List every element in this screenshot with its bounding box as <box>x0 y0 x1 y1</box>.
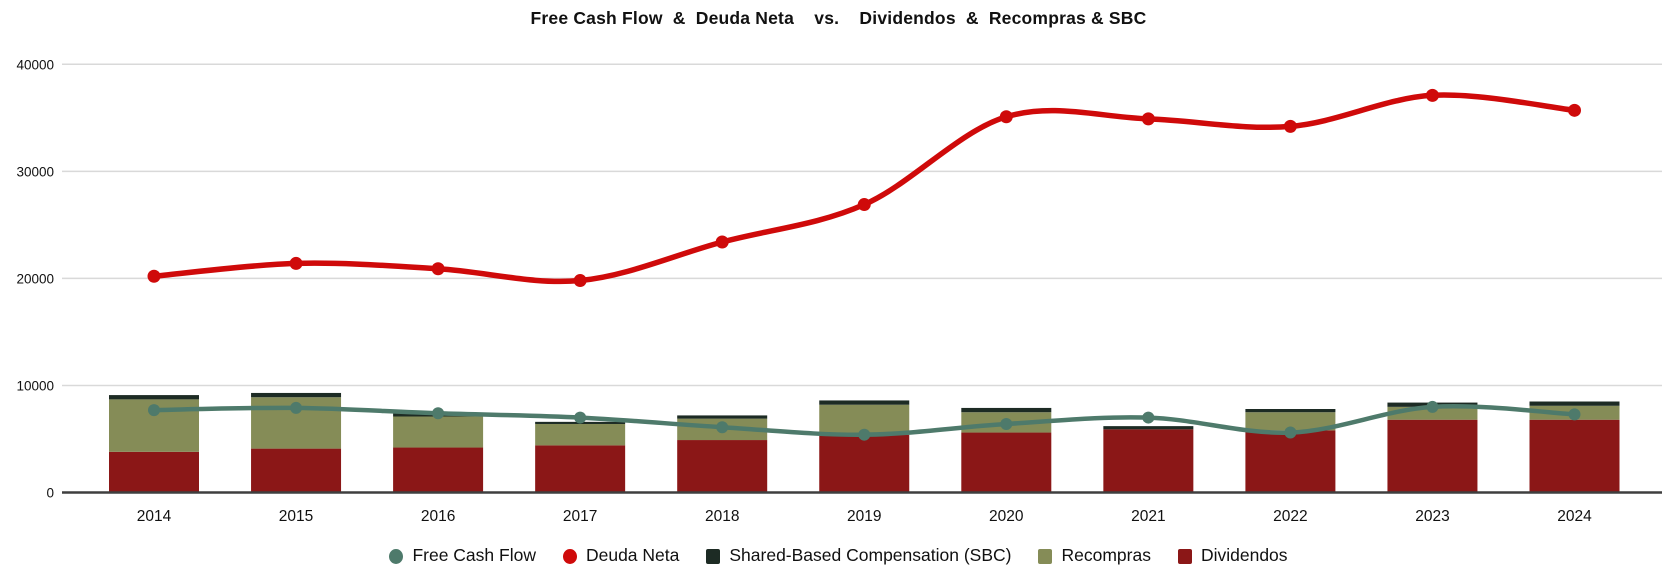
y-tick-label: 10000 <box>16 378 54 393</box>
free-cash-flow-point <box>1142 411 1155 424</box>
legend-item-dividendos: Dividendos <box>1177 545 1288 566</box>
x-tick-label: 2020 <box>989 508 1024 525</box>
bar-segment-dividendos <box>535 445 626 493</box>
x-tick-label: 2017 <box>563 508 597 525</box>
legend-item-shared-based-compensation-sbc: Shared-Based Compensation (SBC) <box>706 547 1011 565</box>
deuda-neta-point <box>147 269 161 283</box>
free-cash-flow-point <box>1568 408 1581 421</box>
free-cash-flow-point <box>1426 400 1439 413</box>
bar-segment-shared-based-compensation-sbc <box>819 400 910 405</box>
bar-segment-shared-based-compensation-sbc <box>109 395 199 400</box>
legend-label: Free Cash Flow <box>412 545 536 566</box>
free-cash-flow-point <box>1284 426 1297 439</box>
bar-segment-dividendos <box>1103 429 1194 493</box>
x-tick-label: 2016 <box>421 508 455 525</box>
y-tick-label: 20000 <box>16 271 54 286</box>
bar-segment-shared-based-compensation-sbc <box>677 415 768 419</box>
deuda-neta-line <box>151 92 1578 285</box>
deuda-neta-point <box>1425 88 1439 102</box>
free-cash-flow-point <box>1000 417 1013 430</box>
y-tick-label: 0 <box>46 486 54 501</box>
bar-segment-dividendos <box>1529 419 1620 493</box>
bar-segment-dividendos <box>1387 419 1478 493</box>
free-cash-flow-point <box>574 411 587 424</box>
free-cash-flow-point <box>716 421 729 434</box>
legend-item-recompras: Recompras <box>1038 545 1151 566</box>
y-tick-label: 30000 <box>16 164 54 179</box>
chart-title: Free Cash Flow & Deuda Neta vs. Dividend… <box>530 8 1147 28</box>
y-tick-label: 40000 <box>16 57 54 72</box>
x-tick-label: 2014 <box>137 508 172 525</box>
deuda-neta-point <box>715 235 729 249</box>
plot-area: 0 10000 20000 30000 40000 2014 2015 2016 2017 201… <box>16 57 1662 525</box>
deuda-neta-point <box>999 110 1013 124</box>
bar-segment-recompras <box>535 423 626 446</box>
legend-label: Recompras <box>1061 545 1151 566</box>
legend-circle-icon <box>562 548 577 564</box>
x-tick-label: 2015 <box>279 508 313 525</box>
free-cash-flow-point <box>432 407 445 420</box>
x-tick-label: 2019 <box>847 508 881 525</box>
legend: Free Cash Flow Deuda Neta Shared-Based Com… <box>0 538 1677 574</box>
legend-item-deuda-neta: Deuda Neta <box>562 545 680 566</box>
bar-segment-shared-based-compensation-sbc <box>1103 426 1194 430</box>
bar-segment-dividendos <box>961 432 1052 493</box>
x-tick-label: 2022 <box>1273 508 1307 525</box>
deuda-neta-point <box>431 262 445 276</box>
x-tick-label: 2023 <box>1415 508 1449 525</box>
bar-segment-dividendos <box>1245 430 1336 493</box>
legend-label: Dividendos <box>1200 545 1288 566</box>
free-cash-flow-point <box>290 401 303 414</box>
deuda-neta-point <box>289 256 303 270</box>
bar-segment-dividendos <box>109 451 199 493</box>
legend-square-icon <box>1038 548 1053 564</box>
deuda-neta-point <box>573 274 587 288</box>
free-cash-flow-point <box>148 404 160 417</box>
bar-segment-shared-based-compensation-sbc <box>1529 401 1620 406</box>
legend-item-free-cash-flow: Free Cash Flow <box>389 547 536 565</box>
bar-segment-shared-based-compensation-sbc <box>1245 409 1336 413</box>
bar-segment-dividendos <box>251 448 342 493</box>
deuda-neta-point <box>1568 103 1581 117</box>
bar-segment-dividendos <box>393 447 484 493</box>
legend-label: Deuda Neta <box>585 545 680 566</box>
deuda-neta-point <box>857 198 871 212</box>
bar-segment-dividendos <box>819 434 910 493</box>
bar-segment-shared-based-compensation-sbc <box>961 407 1052 413</box>
x-tick-label: 2024 <box>1557 508 1592 525</box>
legend-label: Shared-Based Compensation (SBC) <box>729 545 1012 566</box>
bar-segment-shared-based-compensation-sbc <box>251 392 342 398</box>
legend-circle-icon <box>389 548 404 564</box>
legend-square-icon <box>1177 548 1192 564</box>
legend-square-icon <box>706 548 721 564</box>
bar-segment-recompras <box>393 416 484 448</box>
x-tick-label: 2018 <box>705 508 739 525</box>
deuda-neta-point <box>1141 112 1155 126</box>
bar-segment-dividendos <box>677 440 768 493</box>
free-cash-flow-point <box>858 428 871 441</box>
deuda-neta-point <box>1283 119 1297 133</box>
bar-segment-recompras <box>1245 412 1336 431</box>
x-tick-label: 2021 <box>1131 508 1165 525</box>
